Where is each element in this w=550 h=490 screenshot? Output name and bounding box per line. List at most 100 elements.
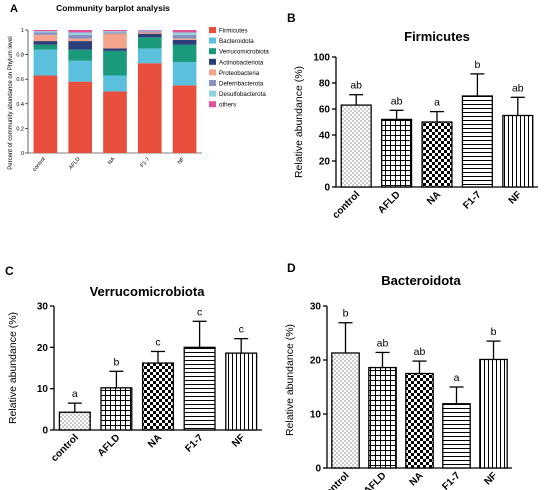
panel-b-letter: B xyxy=(287,11,296,25)
panel-a-bar-segment-proteobacteria xyxy=(172,38,197,40)
panel-a-bar-segment-deferribacterota xyxy=(68,34,93,39)
panel-a-legend-label: Firmicutes xyxy=(219,28,248,35)
panel-a-legend-label: Actinobacteriota xyxy=(219,59,264,66)
panel-a-ytick-label: 0 xyxy=(21,151,24,157)
panel-a-bar-segment-deferribacterota xyxy=(103,32,127,34)
panel-a-xtick-label: control xyxy=(32,156,47,173)
panel-a-bar-segment-deferribacterota xyxy=(137,31,162,33)
panel-c-letter: C xyxy=(5,264,14,278)
panel-a-bar-segment-desulfobacterota xyxy=(68,32,93,35)
panel-a-bar-segment-verrucomicrobiota xyxy=(137,37,162,49)
panel-a-legend-swatch xyxy=(209,27,216,33)
ytick-label: 20 xyxy=(319,157,331,168)
panel-a-bar-segment-proteobacteria xyxy=(137,32,162,34)
panel-a-bar-segment-firmicutes xyxy=(137,63,162,153)
significance-label: b xyxy=(491,326,497,338)
ytick-label: 0 xyxy=(42,426,48,437)
panel-a-legend-swatch xyxy=(209,58,216,65)
bar-control xyxy=(340,104,372,188)
panel-a-legend-swatch xyxy=(209,80,216,86)
panel-b-ylabel: Relative abundance (%) xyxy=(293,66,305,178)
ytick-label: 30 xyxy=(37,302,49,313)
xtick-label: F1-7 xyxy=(440,470,463,490)
xtick-label: F1-7 xyxy=(461,189,484,212)
panel-a-legend-label: Bacteroidota xyxy=(219,38,254,45)
panel-a-bars xyxy=(33,30,197,153)
xtick-label: NA xyxy=(408,470,426,488)
panel-a-legend-swatch xyxy=(209,101,216,108)
panel-d-plot: 0 10 20 30 b control ab AFLD ab NA a F1-7 b NF xyxy=(310,302,512,490)
panel-a-ylabel: Percent of community abundance on Phylum… xyxy=(8,36,14,169)
panel-a-ytick-label: 0.4 xyxy=(16,102,24,108)
bar-f1-7 xyxy=(461,95,493,188)
ytick-label: 10 xyxy=(310,410,322,421)
panel-a-bar-segment-verrucomicrobiota xyxy=(33,44,58,50)
panel-a-bar-segment-desulfobacterota xyxy=(103,31,127,33)
significance-label: ab xyxy=(377,337,389,349)
panel-a-bar-segment-others xyxy=(137,30,162,31)
panel-d-title: Bacteroidota xyxy=(381,273,461,288)
panel-a-legend-swatch xyxy=(209,48,216,55)
panel-a-legend-swatch xyxy=(209,37,216,44)
bar-afld xyxy=(381,118,413,188)
panel-a-bar-segment-deferribacterota xyxy=(172,34,197,39)
panel-a-xtick-label: AFLD xyxy=(68,156,82,171)
xtick-label: NF xyxy=(507,189,524,206)
bar-na xyxy=(405,372,434,469)
ytick-label: 0 xyxy=(315,464,321,475)
panel-a-bar-segment-bacteroidota xyxy=(33,49,58,76)
panel-c-title: Verrucomicrobiota xyxy=(90,284,206,299)
xtick-label: NA xyxy=(425,189,443,207)
panel-a: A Community barplot analysis Percent of … xyxy=(8,3,269,173)
panel-a-bar-segment-bacteroidota xyxy=(68,60,93,82)
xtick-label: control xyxy=(49,432,81,464)
panel-a-legend-label: Proteobacteria xyxy=(219,70,260,77)
xtick-label: control xyxy=(320,470,352,490)
panel-c-plot: 0 10 20 30 a control b AFLD c NA c F1-7 c NF xyxy=(37,302,262,464)
panel-a-bar-segment-bacteroidota xyxy=(103,75,127,92)
panel-a-bar-segment-others xyxy=(103,30,127,32)
panel-a-legend-label: Desulfobacterota xyxy=(219,91,266,98)
bar-f1-7 xyxy=(442,403,471,469)
bar-nf xyxy=(225,352,258,431)
panel-b-plot: 0 20 40 60 80 100 ab control ab AFLD a NA b F1-7 ab NF xyxy=(313,53,538,221)
panel-a-legend: Firmicutes Bacteroidota Verrucomicrobiota A… xyxy=(209,27,269,109)
significance-label: ab xyxy=(414,346,426,358)
bar-control xyxy=(331,352,360,469)
panel-c: C Verrucomicrobiota Relative abundance (… xyxy=(5,264,262,464)
ytick-label: 0 xyxy=(324,183,330,194)
ytick-label: 20 xyxy=(310,356,322,367)
panel-a-bar-segment-verrucomicrobiota xyxy=(172,44,197,62)
panel-a-bar-segment-firmicutes xyxy=(68,81,93,153)
panel-d-letter: D xyxy=(287,261,296,275)
panel-a-xtick-label: NA xyxy=(107,156,117,166)
panel-a-bar-segment-others xyxy=(33,30,58,32)
panel-a-bar-segment-others xyxy=(172,30,197,33)
significance-label: c xyxy=(239,324,244,336)
xtick-label: NF xyxy=(482,470,499,487)
panel-c-ylabel: Relative abundance (%) xyxy=(7,312,19,424)
ytick-label: 40 xyxy=(319,131,331,142)
panel-a-bar-segment-actinobacteriota xyxy=(68,41,93,50)
panel-a-bar-segment-firmicutes xyxy=(172,85,197,153)
panel-a-title: Community barplot analysis xyxy=(56,3,170,13)
bar-nf xyxy=(479,358,508,469)
panel-a-bar-segment-actinobacteriota xyxy=(103,48,127,51)
bar-nf xyxy=(502,114,534,188)
panel-b: B Firmicutes Relative abundance (%) 0 20 4… xyxy=(287,11,538,221)
significance-label: ab xyxy=(512,82,524,94)
ytick-label: 30 xyxy=(310,302,322,313)
significance-label: b xyxy=(343,308,349,320)
panel-a-ytick-label: 0.8 xyxy=(16,53,24,59)
panel-a-bar-segment-proteobacteria xyxy=(103,33,127,49)
panel-a-ytick-label: 0.6 xyxy=(16,77,24,83)
panel-a-legend-swatch xyxy=(209,90,216,97)
bar-na xyxy=(141,362,175,431)
ytick-label: 10 xyxy=(37,384,49,395)
panel-a-legend-label: Deferribacterota xyxy=(219,81,264,88)
xtick-label: NA xyxy=(146,432,164,450)
panel-a-xtick-label: F1-7 xyxy=(139,156,151,169)
panel-d-ylabel: Relative abundance (%) xyxy=(284,324,296,436)
panel-a-ytick-label: 0.2 xyxy=(16,126,24,132)
